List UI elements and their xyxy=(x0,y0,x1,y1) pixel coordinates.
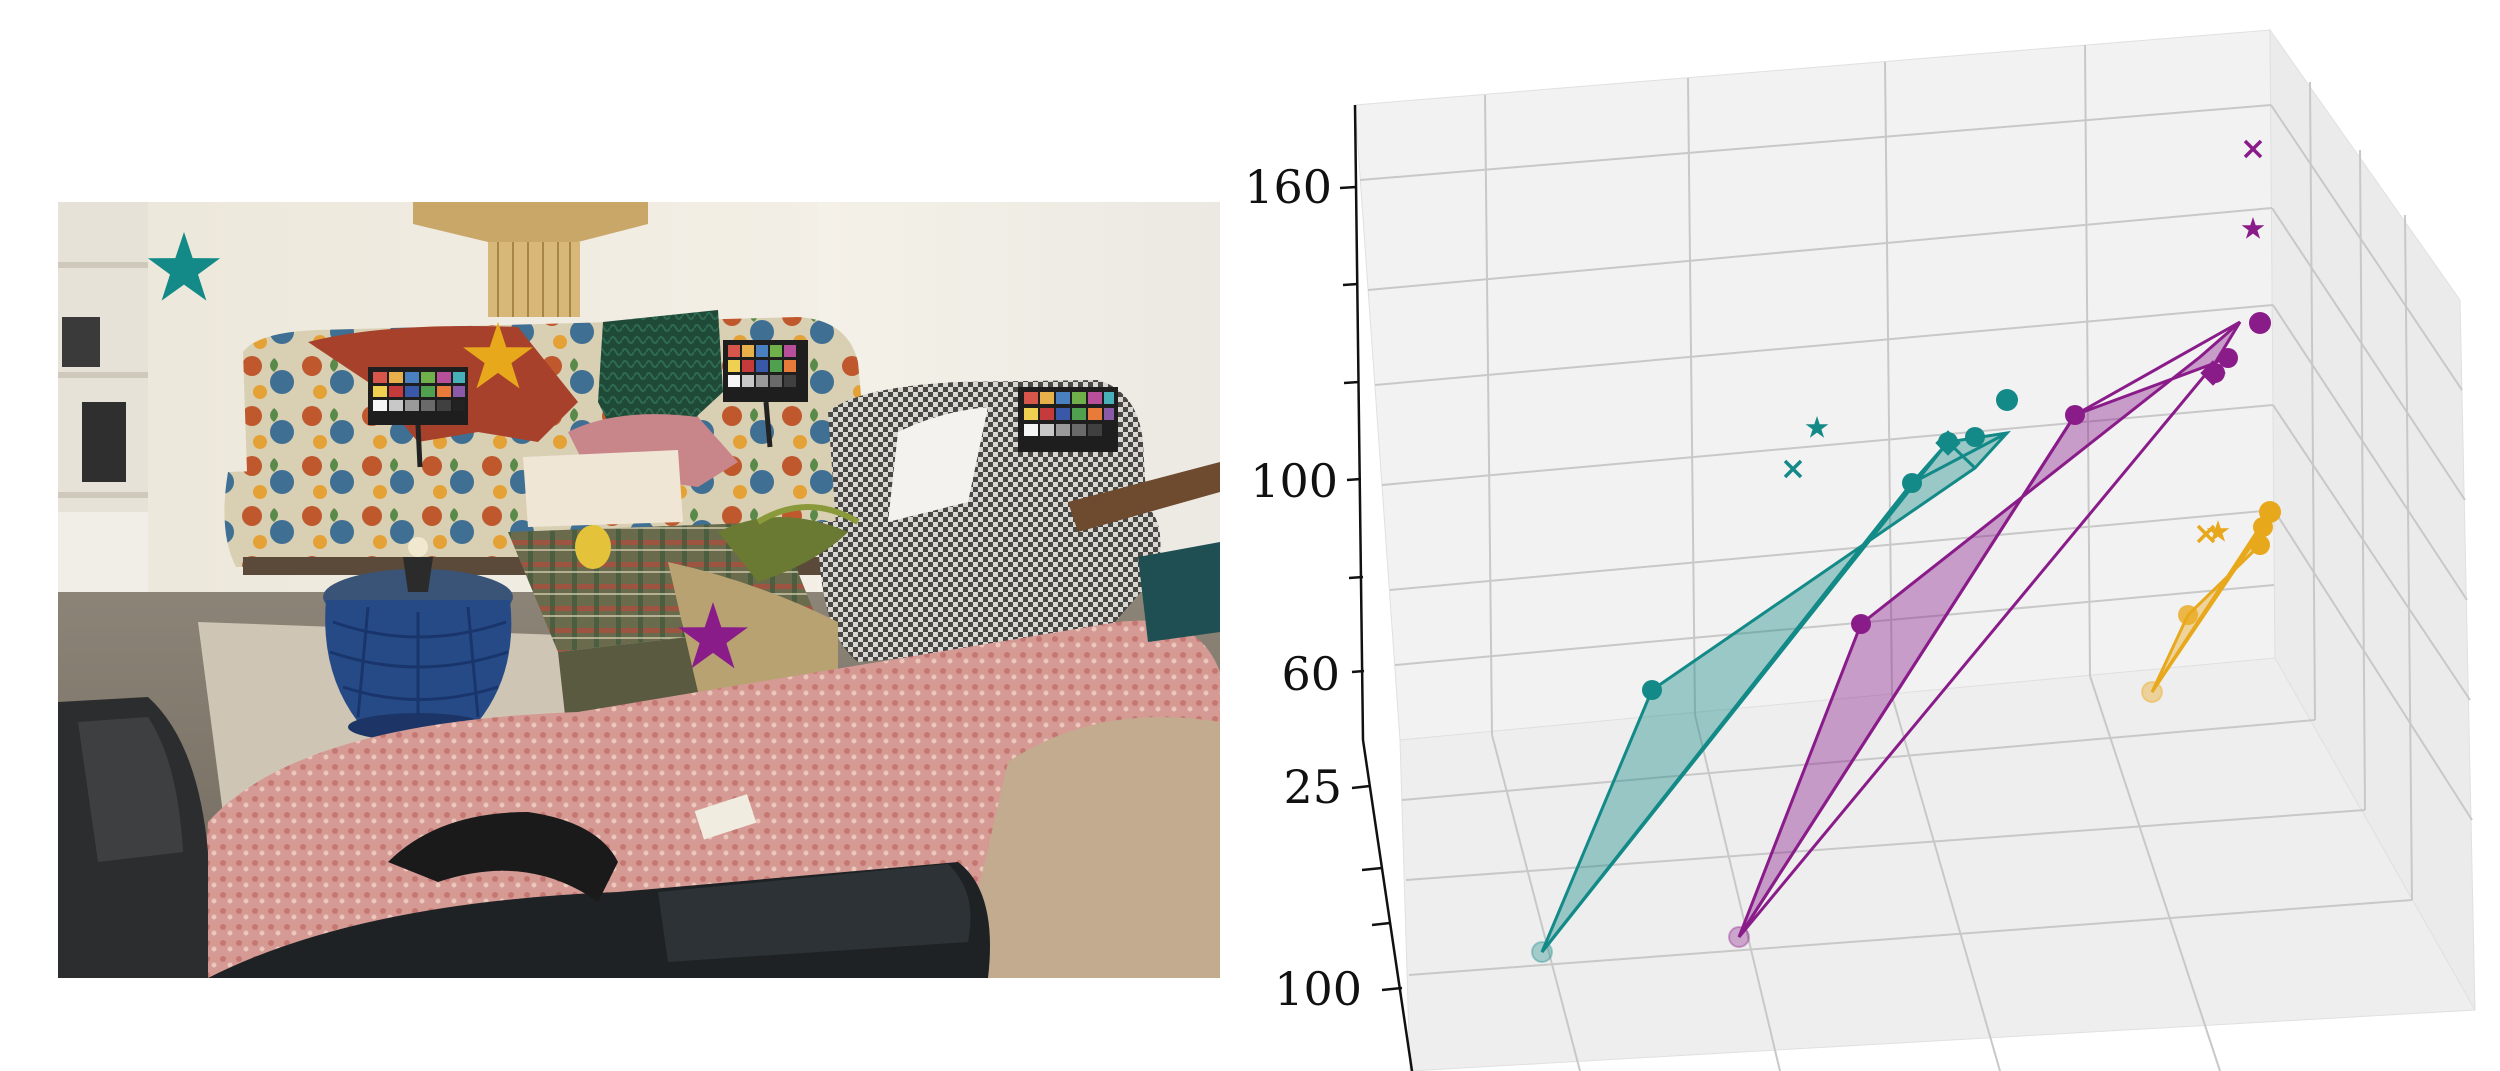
teal-x-marker xyxy=(1783,459,1803,479)
gold-star-point xyxy=(2206,520,2230,542)
z-tick-label: 100 xyxy=(1250,454,1338,508)
z-tick-labels: 160 100 60 25 100 xyxy=(1244,160,1362,1016)
z-tick-label: 25 xyxy=(1283,760,1342,814)
y-tick-label: 100 xyxy=(1274,962,1362,1016)
teal-point xyxy=(1996,389,2018,411)
gold-point xyxy=(2178,605,2198,625)
teal-point xyxy=(1531,941,1553,963)
purple-point xyxy=(1728,926,1750,948)
gold-x-marker xyxy=(2196,524,2216,544)
z-tick-label: 160 xyxy=(1244,160,1332,214)
3d-scatter-plot: 160 100 60 25 100 xyxy=(1244,28,2476,1071)
purple-x-marker xyxy=(2243,139,2263,159)
plot-gridlines xyxy=(1359,44,2473,1071)
purple-star-marker xyxy=(678,602,748,669)
gold-point xyxy=(2141,681,2163,703)
teal-point xyxy=(1965,427,1985,447)
teal-point xyxy=(1902,473,1922,493)
purple-point xyxy=(1851,614,1871,634)
purple-star-point xyxy=(2241,217,2265,239)
series-purple xyxy=(1728,139,2271,948)
gold-point xyxy=(2259,501,2281,523)
teal-point xyxy=(1642,680,1662,700)
gold-point xyxy=(2250,535,2270,555)
gold-star-marker xyxy=(463,322,533,389)
series-teal xyxy=(1531,389,2018,963)
purple-point xyxy=(2249,312,2271,334)
series-gold xyxy=(2141,501,2281,703)
room-photo xyxy=(58,202,1220,978)
z-tick-label: 60 xyxy=(1281,647,1340,701)
teal-star-marker xyxy=(147,232,221,301)
teal-star-point xyxy=(1805,416,1829,438)
plot-back-panes xyxy=(1354,28,2476,1071)
z-axis xyxy=(1339,104,1414,1071)
purple-point xyxy=(2218,348,2238,368)
purple-point xyxy=(2065,405,2085,425)
